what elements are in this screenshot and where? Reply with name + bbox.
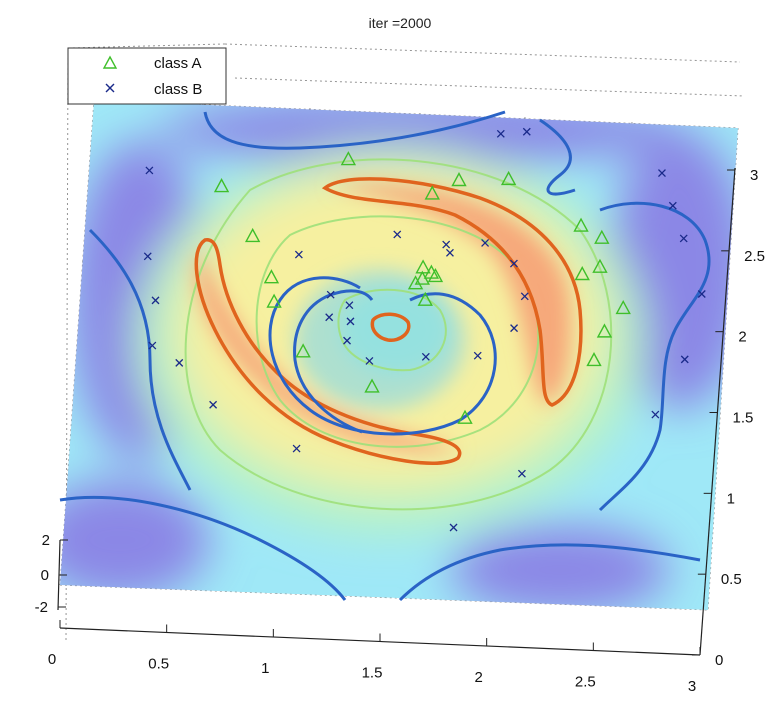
class-a-point bbox=[615, 300, 631, 315]
z-axis-ticks: 2 0 -2 bbox=[35, 532, 68, 616]
class-a-point bbox=[574, 266, 590, 281]
class-b-point bbox=[326, 290, 335, 299]
class-a-point bbox=[244, 227, 261, 243]
x-axis-ticks: 0 0.5 1 1.5 2 2.5 3 bbox=[48, 620, 701, 695]
legend: class A class B bbox=[67, 47, 227, 105]
class-b-point bbox=[294, 250, 303, 259]
class-a-point bbox=[500, 170, 517, 186]
z-tick-label: 0 bbox=[41, 567, 49, 584]
class-a-point bbox=[424, 185, 440, 200]
class-a-point bbox=[414, 270, 431, 285]
class-b-point bbox=[510, 324, 519, 333]
x-tick-label: 0.5 bbox=[148, 656, 169, 673]
class-a-point bbox=[592, 258, 608, 273]
z-tick-label: 2 bbox=[42, 532, 50, 549]
class-b-point bbox=[697, 290, 706, 298]
class-b-point bbox=[151, 296, 160, 305]
class-b-point bbox=[345, 301, 354, 310]
y-tick-label: 0.5 bbox=[721, 571, 742, 588]
x-tick-label: 2 bbox=[474, 669, 482, 686]
class-b-point bbox=[325, 313, 334, 322]
y-tick-label: 3 bbox=[750, 167, 758, 184]
y-tick-label: 1 bbox=[727, 490, 735, 507]
class-b-point bbox=[473, 351, 482, 360]
y-tick-label: 2 bbox=[738, 329, 746, 346]
y-tick-label: 1.5 bbox=[733, 410, 754, 427]
class-b-point bbox=[346, 317, 355, 326]
class-a-point bbox=[417, 291, 433, 306]
contour-lines-low bbox=[59, 110, 711, 602]
x-tick-label: 1 bbox=[261, 660, 269, 677]
chart-title: iter =2000 bbox=[369, 15, 432, 31]
y-axis-ticks: 0 0.5 1 1.5 2 2.5 3 bbox=[692, 167, 765, 669]
legend-x-marker-icon bbox=[105, 83, 115, 93]
class-a-point bbox=[573, 217, 589, 232]
class-b-point bbox=[145, 166, 154, 175]
y-tick-label: 0 bbox=[715, 652, 723, 669]
class-b-point bbox=[481, 239, 490, 247]
x-tick-label: 3 bbox=[688, 678, 696, 695]
series-class-a bbox=[213, 151, 631, 424]
class-b-point bbox=[209, 400, 218, 409]
z-tick-label: -2 bbox=[35, 599, 48, 616]
class-b-point bbox=[680, 355, 689, 364]
x-tick-label: 2.5 bbox=[575, 674, 596, 691]
class-b-point bbox=[679, 234, 688, 243]
class-b-point bbox=[365, 357, 374, 365]
contour-lines-high bbox=[194, 177, 583, 465]
class-a-point bbox=[596, 323, 613, 338]
class-a-point bbox=[407, 275, 424, 290]
class-b-point bbox=[292, 444, 301, 453]
class-b-point bbox=[509, 259, 518, 268]
class-a-point bbox=[586, 352, 602, 367]
class-b-point bbox=[442, 240, 451, 249]
class-b-point bbox=[658, 169, 666, 178]
legend-box bbox=[67, 47, 227, 105]
class-a-point bbox=[427, 267, 444, 283]
class-a-point bbox=[263, 269, 280, 284]
class-b-point bbox=[520, 292, 529, 301]
legend-triangle-icon bbox=[102, 55, 118, 69]
class-b-point bbox=[522, 127, 531, 136]
x-tick-label: 1.5 bbox=[362, 665, 383, 682]
class-a-point bbox=[457, 409, 473, 424]
class-b-point bbox=[445, 248, 454, 257]
class-b-point bbox=[421, 352, 430, 361]
x-tick-label: 0 bbox=[48, 651, 56, 668]
legend-label-class-a: class A bbox=[154, 55, 202, 72]
class-b-point bbox=[496, 129, 505, 138]
class-a-point bbox=[340, 151, 357, 166]
class-a-point bbox=[364, 378, 380, 393]
class-a-point bbox=[594, 229, 610, 244]
class-b-point bbox=[143, 252, 152, 261]
class-b-point bbox=[175, 358, 184, 367]
class-b-point bbox=[343, 336, 351, 345]
class-b-point bbox=[148, 341, 157, 350]
y-tick-label: 2.5 bbox=[744, 248, 765, 265]
class-a-point bbox=[213, 178, 230, 193]
series-class-b bbox=[143, 127, 706, 532]
legend-label-class-b: class B bbox=[154, 81, 202, 98]
contour-lines-mid bbox=[184, 158, 613, 511]
class-b-point bbox=[449, 523, 458, 532]
class-b-point bbox=[517, 469, 526, 478]
class-b-point bbox=[393, 230, 402, 239]
class-a-point bbox=[451, 172, 467, 187]
class-b-point bbox=[651, 410, 660, 419]
surface-colormap bbox=[60, 100, 738, 610]
class-a-point bbox=[295, 343, 311, 358]
class-b-point bbox=[668, 201, 677, 210]
class-a-point bbox=[266, 293, 282, 308]
